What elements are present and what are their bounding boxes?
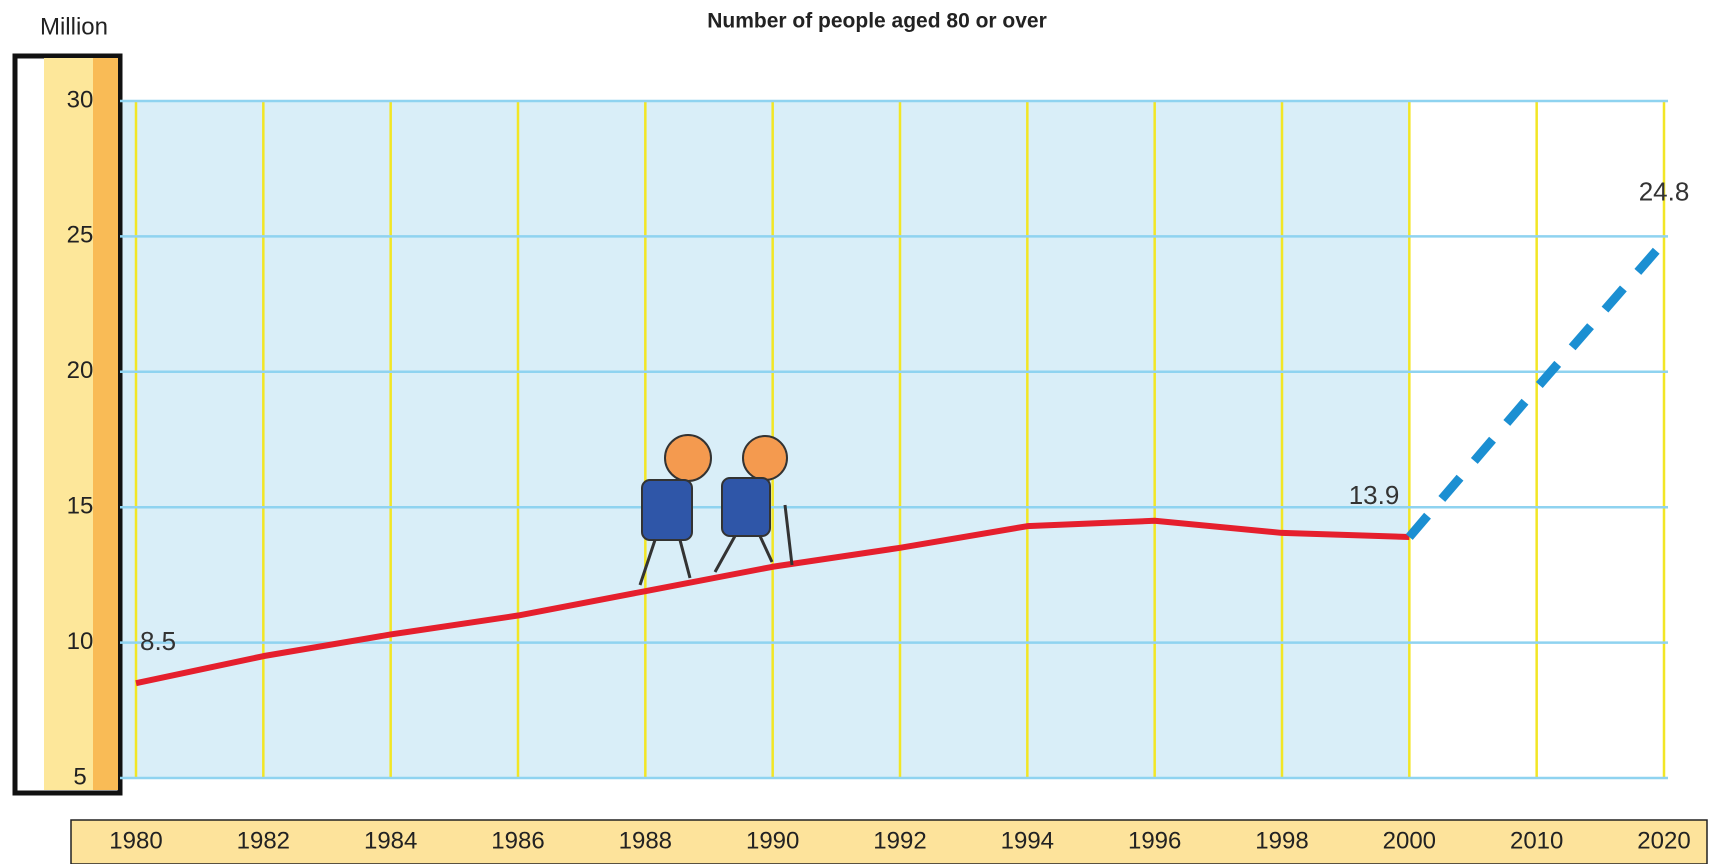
x-tick-label: 2000 [1383, 827, 1436, 854]
x-tick-label: 1996 [1128, 827, 1181, 854]
value-label: 13.9 [1349, 480, 1400, 510]
y-axis-band [44, 58, 93, 790]
x-tick-label: 2020 [1637, 827, 1690, 854]
y-axis-band-dark [93, 58, 118, 790]
x-tick-label: 1992 [873, 827, 926, 854]
x-tick-label: 1982 [237, 827, 290, 854]
value-label: 24.8 [1639, 177, 1690, 207]
x-tick-label: 1980 [109, 827, 162, 854]
y-tick-label: 25 [67, 222, 94, 249]
chart-title: Number of people aged 80 or over [707, 10, 1047, 33]
x-tick-label: 1988 [619, 827, 672, 854]
x-tick-label: 2010 [1510, 827, 1563, 854]
y-tick-label: 10 [67, 628, 94, 655]
series-line [1405, 238, 1668, 540]
x-tick-label: 1998 [1255, 827, 1308, 854]
y-tick-label: 30 [67, 86, 94, 113]
series-line [135, 517, 1410, 687]
x-tick-label: 1984 [364, 827, 417, 854]
y-axis-label: Million [40, 13, 108, 40]
x-tick-label: 1986 [491, 827, 544, 854]
x-axis-band [70, 819, 1708, 864]
y-tick-label: 20 [67, 357, 94, 384]
y-tick-label: 15 [67, 493, 94, 520]
value-label: 8.5 [140, 626, 176, 656]
y-tick-label: 5 [73, 763, 86, 790]
illustration [638, 434, 794, 586]
x-tick-label: 1994 [1001, 827, 1054, 854]
x-tick-label: 1990 [746, 827, 799, 854]
